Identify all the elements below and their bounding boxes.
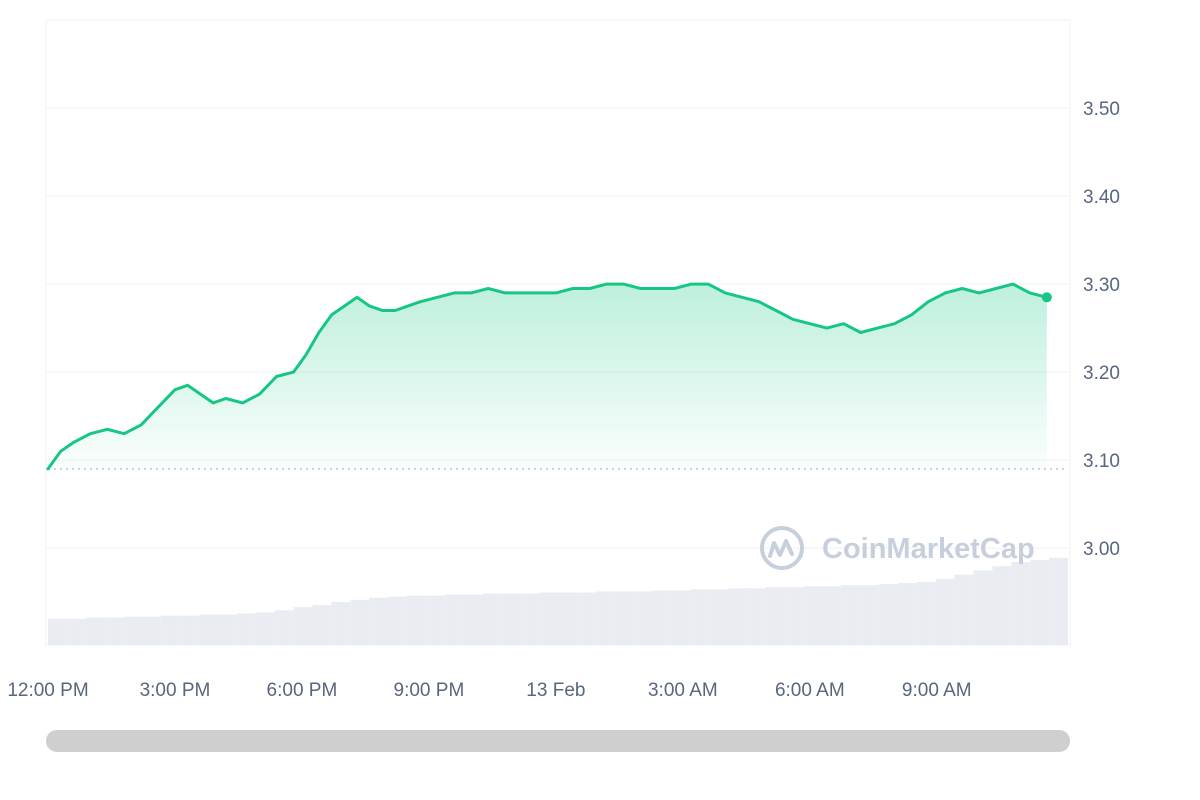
last-price-dot xyxy=(1041,292,1052,303)
volume-bar xyxy=(501,593,521,645)
volume-bar xyxy=(1049,557,1068,645)
x-axis: 12:00 PM 3:00 PM 6:00 PM 9:00 PM 13 Feb 3:00 … xyxy=(7,680,971,701)
volume-bar xyxy=(614,591,634,645)
price-line xyxy=(46,282,1049,471)
y-tick-label: 3.50 xyxy=(1083,99,1120,120)
volume-bar xyxy=(161,615,181,645)
volume-bar xyxy=(558,592,577,645)
volume-bar xyxy=(236,613,256,645)
volume-bar xyxy=(671,590,691,645)
volume-bar xyxy=(463,594,483,645)
volume-bar xyxy=(255,612,275,645)
volume-bar xyxy=(595,591,615,645)
volume-bar xyxy=(746,588,766,645)
volume-bar xyxy=(388,596,407,645)
volume-bar xyxy=(369,597,388,645)
volume-bar xyxy=(425,595,445,645)
volume-bar xyxy=(935,578,955,645)
scrollbar-thumb[interactable] xyxy=(46,730,1070,752)
volume-bar xyxy=(312,605,332,645)
volume-bar xyxy=(690,589,710,645)
volume-bar xyxy=(822,586,842,645)
volume-bar xyxy=(898,583,917,645)
x-tick-label: 9:00 AM xyxy=(902,680,972,701)
volume-bar xyxy=(123,616,143,645)
volume-bar xyxy=(199,614,218,645)
y-tick-label: 3.00 xyxy=(1083,539,1120,560)
x-tick-label: 6:00 PM xyxy=(267,680,338,701)
volume-bar xyxy=(274,610,294,645)
volume-bar xyxy=(482,593,502,645)
volume-bar xyxy=(1030,559,1050,645)
volume-bar xyxy=(633,591,653,645)
volume-bar xyxy=(104,617,124,645)
y-tick-label: 3.40 xyxy=(1083,187,1120,208)
y-tick-label: 3.30 xyxy=(1083,275,1120,296)
volume-bar xyxy=(709,589,728,645)
volume-bar xyxy=(48,618,67,645)
x-tick-label: 13 Feb xyxy=(526,680,585,701)
volume-bar xyxy=(293,607,313,645)
volume-bar xyxy=(444,594,464,645)
volume-bar xyxy=(879,584,898,645)
coinmarketcap-logo: CoinMarketCap xyxy=(760,526,1035,570)
volume-bar xyxy=(916,582,936,645)
y-tick-label: 3.20 xyxy=(1083,363,1120,384)
volume-bar xyxy=(803,586,823,645)
volume-bar xyxy=(841,585,861,645)
volume-bar xyxy=(406,595,426,645)
volume-bar xyxy=(180,615,200,645)
volume-bar xyxy=(784,587,804,645)
volume-bar xyxy=(142,616,162,645)
volume-bar xyxy=(954,574,974,645)
volume-bar xyxy=(973,570,993,645)
volume-bar xyxy=(728,588,747,645)
x-tick-label: 6:00 AM xyxy=(775,680,845,701)
x-tick-label: 3:00 AM xyxy=(648,680,718,701)
volume-bar xyxy=(350,599,370,645)
price-area xyxy=(48,284,1047,469)
volume-bar xyxy=(66,618,86,645)
volume-bar xyxy=(652,590,672,645)
volume-bar xyxy=(1011,562,1031,645)
volume-bar xyxy=(576,592,596,645)
volume-bars xyxy=(48,557,1068,645)
volume-bar xyxy=(765,587,785,645)
y-tick-label: 3.10 xyxy=(1083,451,1120,472)
volume-bar xyxy=(85,617,105,645)
x-tick-label: 12:00 PM xyxy=(7,680,88,701)
volume-bar xyxy=(218,614,237,645)
volume-bar xyxy=(331,601,351,645)
watermark-text: CoinMarketCap xyxy=(822,533,1035,565)
x-tick-label: 3:00 PM xyxy=(140,680,211,701)
y-axis: 3.00 3.10 3.20 3.30 3.40 3.50 xyxy=(1083,99,1120,560)
volume-bar xyxy=(539,592,558,645)
x-tick-label: 9:00 PM xyxy=(394,680,465,701)
volume-bar xyxy=(860,585,880,645)
volume-bar xyxy=(520,593,540,645)
volume-bar xyxy=(992,566,1012,645)
